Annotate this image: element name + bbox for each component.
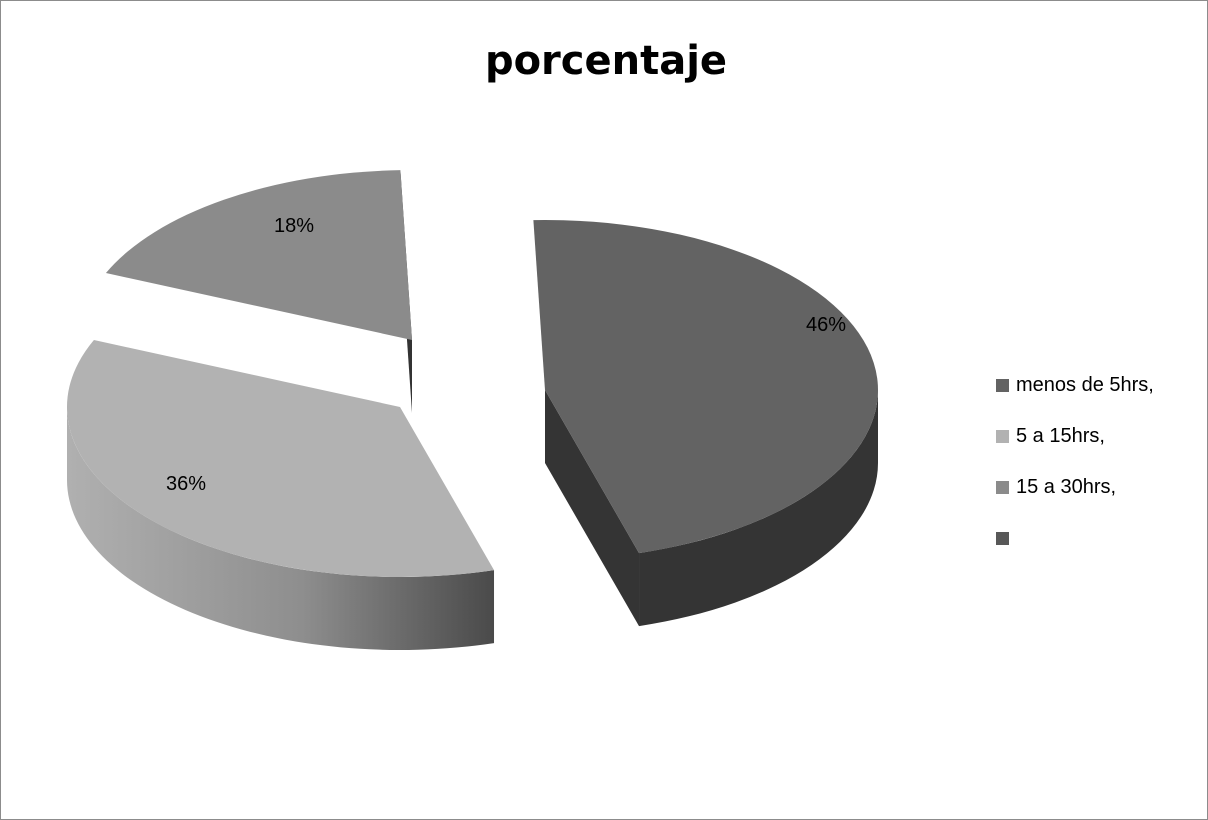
data-label: 18% bbox=[274, 215, 314, 237]
chart-title: porcentaje bbox=[484, 38, 728, 84]
legend-item: 5 a 15hrs, bbox=[996, 423, 1154, 474]
data-label: 36% bbox=[166, 473, 206, 495]
legend-item: 15 a 30hrs, bbox=[996, 474, 1154, 525]
pie-slice-side-outer bbox=[67, 407, 495, 651]
legend: menos de 5hrs, 5 a 15hrs, 15 a 30hrs, bbox=[996, 372, 1154, 576]
pie-slice-top bbox=[533, 220, 878, 554]
legend-swatch bbox=[996, 481, 1009, 494]
data-label: 46% bbox=[806, 314, 846, 336]
legend-swatch bbox=[996, 379, 1009, 392]
pie-slice-side-outer bbox=[639, 390, 878, 627]
legend-label: 15 a 30hrs, bbox=[1016, 476, 1117, 498]
pie-slice-side-inner bbox=[545, 390, 640, 627]
legend-swatch bbox=[996, 532, 1009, 545]
pie-slice-top bbox=[66, 340, 495, 577]
pie-slice-top bbox=[105, 170, 413, 340]
legend-label: menos de 5hrs, bbox=[1016, 374, 1154, 396]
legend-item: menos de 5hrs, bbox=[996, 372, 1154, 423]
legend-swatch bbox=[996, 430, 1009, 443]
legend-label: 5 a 15hrs, bbox=[1016, 425, 1105, 447]
legend-item bbox=[996, 525, 1154, 576]
